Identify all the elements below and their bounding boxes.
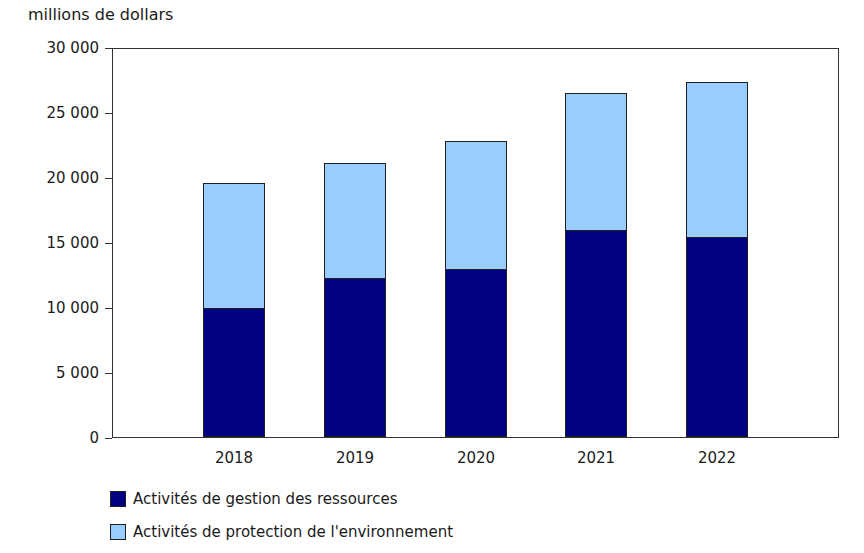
bar-segment-2018-series-1 xyxy=(203,308,265,437)
y-tick-mark xyxy=(105,113,112,114)
y-tick-label: 10 000 xyxy=(29,299,99,317)
y-tick-label: 5 000 xyxy=(29,364,99,382)
legend-swatch-icon xyxy=(110,491,126,507)
y-axis-title: millions de dollars xyxy=(28,5,173,24)
bar-segment-2021-series-2 xyxy=(565,93,627,230)
y-tick-mark xyxy=(105,243,112,244)
y-tick-mark xyxy=(105,178,112,179)
legend-item-1: Activités de gestion des ressources xyxy=(110,489,453,509)
x-tick-label: 2019 xyxy=(310,449,400,467)
y-tick-mark xyxy=(105,373,112,374)
y-tick-label: 25 000 xyxy=(29,104,99,122)
bar-segment-2019-series-2 xyxy=(324,163,386,278)
legend-item-label: Activités de protection de l'environneme… xyxy=(133,523,453,541)
bar-segment-2019-series-1 xyxy=(324,278,386,437)
bar-segment-2022-series-1 xyxy=(686,237,748,437)
y-tick-mark xyxy=(105,308,112,309)
y-tick-label: 20 000 xyxy=(29,169,99,187)
x-tick-label: 2021 xyxy=(551,449,641,467)
bar-segment-2020-series-1 xyxy=(445,269,507,437)
bar-segment-2020-series-2 xyxy=(445,141,507,269)
x-tick-label: 2018 xyxy=(189,449,279,467)
legend-item-2: Activités de protection de l'environneme… xyxy=(110,522,453,542)
y-tick-label: 15 000 xyxy=(29,234,99,252)
legend-swatch-icon xyxy=(110,524,126,540)
y-tick-label: 30 000 xyxy=(29,39,99,57)
plot-area xyxy=(112,48,839,438)
x-tick-label: 2022 xyxy=(672,449,762,467)
x-tick-label: 2020 xyxy=(431,449,521,467)
bar-segment-2021-series-1 xyxy=(565,230,627,437)
y-tick-mark xyxy=(105,438,112,439)
legend-item-label: Activités de gestion des ressources xyxy=(133,490,397,508)
y-tick-label: 0 xyxy=(29,429,99,447)
bar-segment-2022-series-2 xyxy=(686,82,748,237)
legend: Activités de gestion des ressources Activ… xyxy=(110,489,453,553)
y-tick-mark xyxy=(105,48,112,49)
bar-segment-2018-series-2 xyxy=(203,183,265,308)
stacked-bar-chart: millions de dollars 0 5 000 10 000 15 000 20… xyxy=(0,0,864,553)
